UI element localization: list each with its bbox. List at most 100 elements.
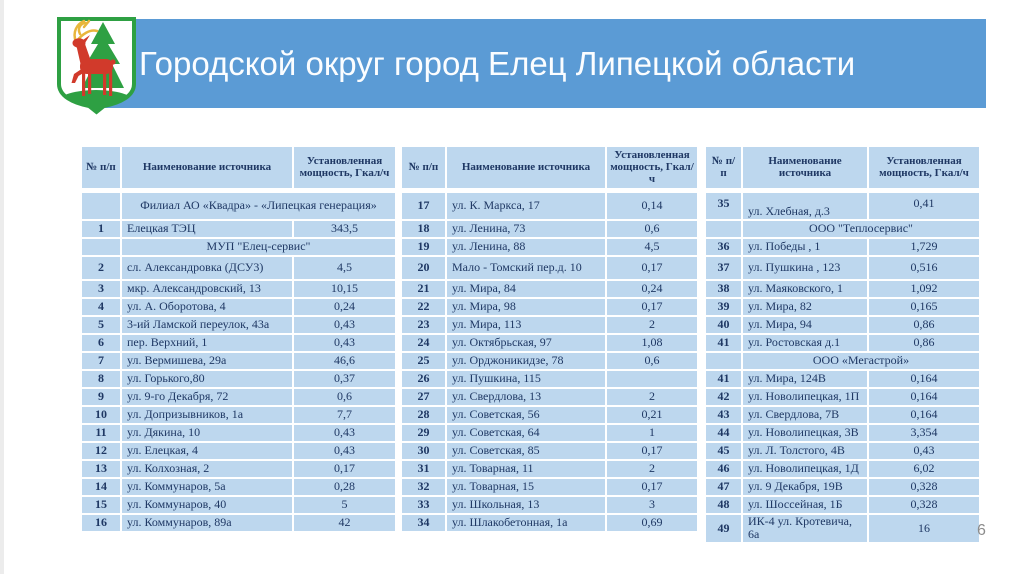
capacity-value-cell: 7,7 xyxy=(292,405,397,425)
row-number-cell xyxy=(80,237,122,257)
source-name-cell: ул. Коммунаров, 40 xyxy=(120,495,294,515)
source-name-cell: ул. Советская, 56 xyxy=(445,405,607,425)
table-row: 8 ул. Горького,80 0,37 xyxy=(80,369,397,389)
header-row: № п/п Наименование источника Установленная… xyxy=(80,145,397,193)
capacity-value-cell: 0,516 xyxy=(867,255,981,281)
table-row: 48 ул. Шоссейная, 1Б 0,328 xyxy=(704,495,981,515)
capacity-value-cell: 46,6 xyxy=(292,351,397,371)
row-number-cell: 37 xyxy=(704,255,743,281)
capacity-value-cell: 4,5 xyxy=(292,255,397,281)
source-name-cell: ул. Советская, 64 xyxy=(445,423,607,443)
table-row: 44 ул. Новолипецкая, 3В 3,354 xyxy=(704,423,981,443)
capacity-value-cell: 0,164 xyxy=(867,405,981,425)
city-coat-of-arms-icon xyxy=(57,17,136,115)
capacity-value-cell: 0,6 xyxy=(605,219,699,239)
table-row: 16 ул. Коммунаров, 89а 42 xyxy=(80,513,397,533)
row-number-cell: 46 xyxy=(704,459,743,479)
source-name-cell: ул. Мира, 82 xyxy=(741,297,869,317)
table-row: 38 ул. Маяковского, 1 1,092 xyxy=(704,279,981,299)
table-row: 35 ул. Хлебная, д.3 0,41 xyxy=(704,189,981,221)
source-name-cell: ул. Мира, 98 xyxy=(445,297,607,317)
header-row: № п/п Наименование источника Установленная… xyxy=(400,145,699,193)
row-number-cell: 25 xyxy=(400,351,447,371)
source-name-cell: ул. Дякина, 10 xyxy=(120,423,294,443)
capacity-value-cell: 0,41 xyxy=(867,189,981,221)
column-header: Установленная мощность, Гкал/ч xyxy=(292,145,397,193)
source-name-cell: ул. Ростовская д.1 xyxy=(741,333,869,353)
table-row: 28 ул. Советская, 56 0,21 xyxy=(400,405,699,425)
row-number-cell: 38 xyxy=(704,279,743,299)
row-number-cell: 34 xyxy=(400,513,447,533)
table-row: 22 ул. Мира, 98 0,17 xyxy=(400,297,699,317)
table-row: 40 ул. Мира, 94 0,86 xyxy=(704,315,981,335)
capacity-value-cell: 0,17 xyxy=(605,255,699,281)
capacity-value-cell: 3 xyxy=(605,495,699,515)
source-name-cell: ул. Новолипецкая, 3В xyxy=(741,423,869,443)
title-band: Городской округ город Елец Липецкой обла… xyxy=(100,19,986,108)
header-row: № п/п Наименование источника Установленная… xyxy=(704,145,981,193)
capacity-value-cell: 0,43 xyxy=(292,441,397,461)
capacity-value-cell: 0,43 xyxy=(867,441,981,461)
row-number-cell: 20 xyxy=(400,255,447,281)
row-number-cell: 18 xyxy=(400,219,447,239)
source-name-cell: ул. Ленина, 73 xyxy=(445,219,607,239)
row-number-cell: 41 xyxy=(704,369,743,389)
source-name-cell: ул. Колхозная, 2 xyxy=(120,459,294,479)
page-title: Городской округ город Елец Липецкой обла… xyxy=(139,44,856,82)
row-number-cell xyxy=(80,189,122,221)
capacity-value-cell: 0,14 xyxy=(605,189,699,221)
capacity-value-cell: 2 xyxy=(605,459,699,479)
source-name-cell: ул. Пушкина, 115 xyxy=(445,369,607,389)
source-name-cell: 3-ий Ламской переулок, 43а xyxy=(120,315,294,335)
capacity-value-cell: 0,69 xyxy=(605,513,699,533)
source-name-cell: ул. Мира, 124В xyxy=(741,369,869,389)
row-number-cell: 2 xyxy=(80,255,122,281)
organization-label-cell: ООО "Теплосервис" xyxy=(741,219,981,239)
capacity-value-cell: 0,6 xyxy=(605,351,699,371)
row-number-cell: 45 xyxy=(704,441,743,461)
row-number-cell: 21 xyxy=(400,279,447,299)
table-row: 5 3-ий Ламской переулок, 43а 0,43 xyxy=(80,315,397,335)
row-number-cell: 12 xyxy=(80,441,122,461)
row-number-cell: 43 xyxy=(704,405,743,425)
table-row: 7 ул. Вермишева, 29а 46,6 xyxy=(80,351,397,371)
row-number-cell: 24 xyxy=(400,333,447,353)
row-number-cell: 47 xyxy=(704,477,743,497)
capacity-value-cell: 1,08 xyxy=(605,333,699,353)
row-number-cell: 36 xyxy=(704,237,743,257)
source-name-cell: ул. Шоссейная, 1Б xyxy=(741,495,869,515)
column-header: Наименование источника xyxy=(741,145,869,193)
source-name-cell: ул. 9-го Декабря, 72 xyxy=(120,387,294,407)
row-number-cell: 11 xyxy=(80,423,122,443)
table-row: 9 ул. 9-го Декабря, 72 0,6 xyxy=(80,387,397,407)
source-name-cell: ул. Школьная, 13 xyxy=(445,495,607,515)
capacity-value-cell: 0,86 xyxy=(867,333,981,353)
capacity-value-cell: 0,21 xyxy=(605,405,699,425)
table-row: 42 ул. Новолипецкая, 1П 0,164 xyxy=(704,387,981,407)
row-number-cell: 28 xyxy=(400,405,447,425)
organization-section-row: Филиал АО «Квадра» - «Липецкая генерация… xyxy=(80,189,397,221)
source-name-cell: ул. Шлакобетонная, 1а xyxy=(445,513,607,533)
organization-label-cell: Филиал АО «Квадра» - «Липецкая генерация… xyxy=(120,189,397,221)
table-row: 30 ул. Советская, 85 0,17 xyxy=(400,441,699,461)
heat-sources-table-1: № п/п Наименование источника Установленная… xyxy=(80,145,397,533)
table-row: 45 ул. Л. Толстого, 4В 0,43 xyxy=(704,441,981,461)
table-row: 49 ИК-4 ул. Кротевича, 6а 16 xyxy=(704,513,981,544)
capacity-value-cell: 0,17 xyxy=(605,477,699,497)
table-row: 25 ул. Орджоникидзе, 78 0,6 xyxy=(400,351,699,371)
source-name-cell: ул. Победы , 1 xyxy=(741,237,869,257)
capacity-value-cell xyxy=(605,369,699,389)
table-row: 6 пер. Верхний, 1 0,43 xyxy=(80,333,397,353)
source-name-cell: ул. Товарная, 15 xyxy=(445,477,607,497)
row-number-cell: 23 xyxy=(400,315,447,335)
page-number: 6 xyxy=(977,522,986,539)
column-header: Установленная мощность, Гкал/ч xyxy=(867,145,981,193)
capacity-value-cell: 0,17 xyxy=(605,297,699,317)
source-name-cell: мкр. Александровский, 13 xyxy=(120,279,294,299)
table-row: 2 сл. Александровка (ДСУ3) 4,5 xyxy=(80,255,397,281)
table-row: 27 ул. Свердлова, 13 2 xyxy=(400,387,699,407)
column-header: № п/п xyxy=(400,145,447,193)
column-header: № п/п xyxy=(704,145,743,193)
table-row: 39 ул. Мира, 82 0,165 xyxy=(704,297,981,317)
table-row: 3 мкр. Александровский, 13 10,15 xyxy=(80,279,397,299)
